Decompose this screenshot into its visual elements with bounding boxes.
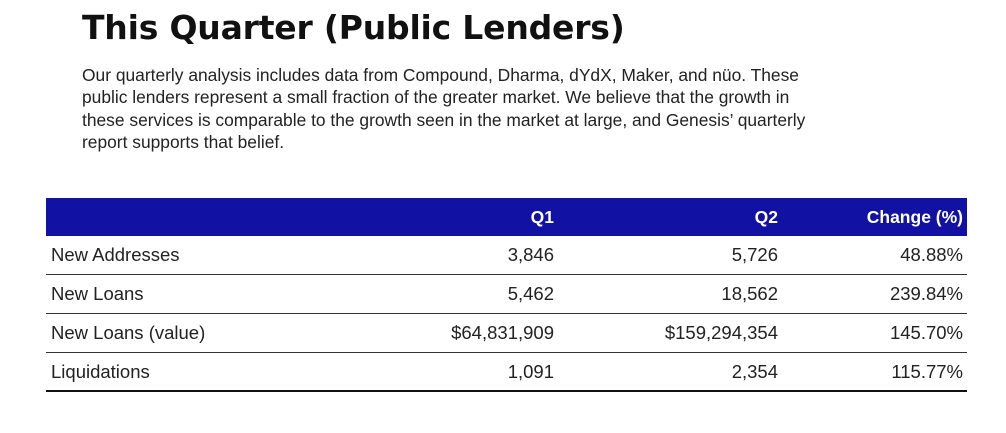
row-label: New Addresses [51,244,180,265]
table-header: Q1 Q2 Change (%) [46,198,967,236]
cell-q1: 1,091 [507,360,554,382]
cell-q2: 18,562 [721,283,778,304]
cell-change: 239.84% [889,283,963,304]
row-label: New Loans (value) [51,322,206,343]
cell-change: 48.88% [900,244,963,265]
table-row: New Loans (value) $64,831,909 $159,294,3… [46,314,967,353]
table-row: Liquidations 1,091 2,354 115.77% [46,353,967,392]
intro-line: these services is comparable to the grow… [82,109,806,130]
row-label: New Loans [51,283,144,304]
cell-q2: 5,726 [731,244,778,265]
intro-line: Our quarterly analysis includes data fro… [82,65,799,85]
intro-paragraph: Our quarterly analysis includes data fro… [82,64,982,153]
row-label: Liquidations [51,360,150,382]
header-cell-q1: Q1 [530,206,554,227]
intro-line: report supports that belief. [82,131,285,152]
lenders-table: Q1 Q2 Change (%) New Addresses 3,846 5,7… [46,198,967,392]
cell-q2: 2,354 [731,360,778,382]
cell-q1: 5,462 [507,283,554,304]
cell-q1: $64,831,909 [451,322,554,343]
header-cell-change: Change (%) [866,206,963,227]
header-cell-q2: Q2 [754,206,778,227]
table-row: New Loans 5,462 18,562 239.84% [46,275,967,314]
cell-q1: 3,846 [507,244,554,265]
cell-q2: $159,294,354 [664,322,778,343]
intro-line: public lenders represent a small fractio… [82,87,790,108]
cell-change: 115.77% [891,360,963,382]
cell-change: 145.70% [889,322,963,343]
table-row: New Addresses 3,846 5,726 48.88% [46,236,967,275]
page-title: This Quarter (Public Lenders) [82,8,625,47]
